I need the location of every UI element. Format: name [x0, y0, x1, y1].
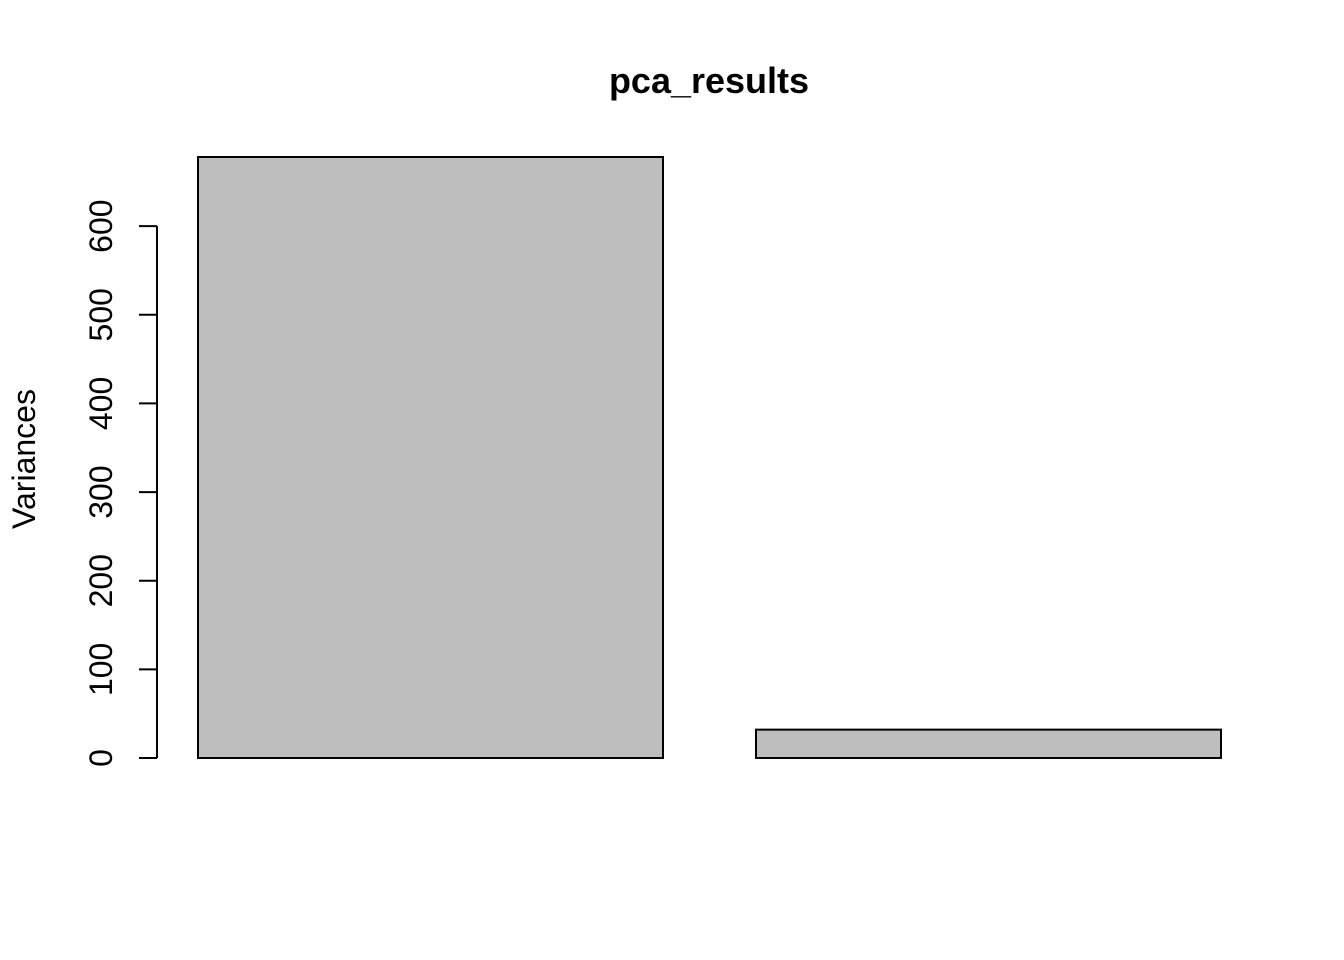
bar-1 — [197, 156, 664, 759]
y-tick-label-500: 500 — [83, 288, 119, 341]
chart-title: pca_results — [609, 60, 809, 101]
y-tick-label-600: 600 — [83, 199, 119, 252]
y-tick-label-200: 200 — [83, 554, 119, 607]
y-tick-label-0: 0 — [83, 749, 119, 767]
y-axis-label: Variances — [6, 389, 42, 529]
bars-group — [197, 156, 1222, 759]
bar-2 — [755, 728, 1222, 759]
y-axis: 0 100 200 300 400 500 600 — [83, 199, 158, 767]
y-tick-label-300: 300 — [83, 465, 119, 518]
y-tick-label-100: 100 — [83, 643, 119, 696]
y-tick-label-400: 400 — [83, 377, 119, 430]
